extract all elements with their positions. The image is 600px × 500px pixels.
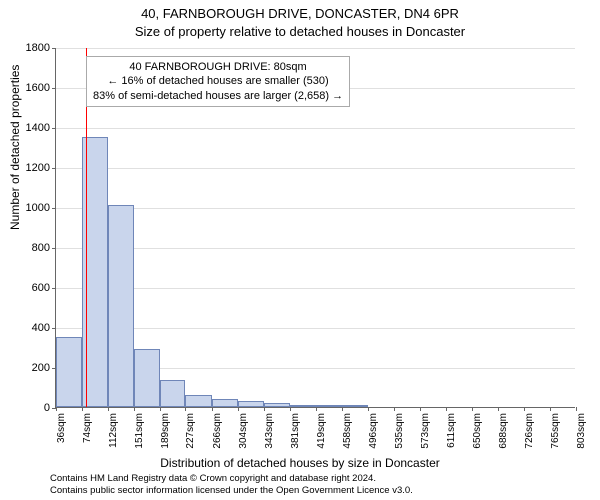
xtick-mark bbox=[472, 407, 473, 411]
ytick-label: 1200 bbox=[26, 162, 50, 174]
attribution-line2: Contains public sector information licen… bbox=[50, 485, 413, 496]
ytick-label: 0 bbox=[44, 402, 50, 414]
attribution: Contains HM Land Registry data © Crown c… bbox=[50, 473, 413, 496]
ytick-label: 1400 bbox=[26, 122, 50, 134]
histogram-bar bbox=[108, 205, 134, 407]
page-title: 40, FARNBOROUGH DRIVE, DONCASTER, DN4 6P… bbox=[0, 6, 600, 21]
xtick-label: 688sqm bbox=[498, 413, 509, 449]
ytick-label: 1000 bbox=[26, 202, 50, 214]
xtick-label: 151sqm bbox=[134, 413, 145, 449]
histogram-bar bbox=[238, 401, 264, 407]
histogram-bar bbox=[185, 395, 211, 407]
histogram-bar bbox=[290, 405, 316, 407]
annotation-line: ← 16% of detached houses are smaller (53… bbox=[93, 74, 343, 88]
gridline bbox=[56, 128, 575, 129]
xtick-label: 611sqm bbox=[446, 413, 457, 448]
ytick-label: 200 bbox=[32, 362, 50, 374]
attribution-line1: Contains HM Land Registry data © Crown c… bbox=[50, 473, 413, 484]
xtick-label: 36sqm bbox=[56, 413, 67, 443]
ytick-label: 400 bbox=[32, 322, 50, 334]
ytick-mark bbox=[52, 328, 56, 329]
xtick-label: 535sqm bbox=[394, 413, 405, 449]
xtick-label: 419sqm bbox=[316, 413, 327, 449]
ytick-mark bbox=[52, 48, 56, 49]
xtick-mark bbox=[56, 407, 57, 411]
xtick-mark bbox=[576, 407, 577, 411]
xtick-mark bbox=[290, 407, 291, 411]
xtick-label: 650sqm bbox=[472, 413, 483, 449]
xtick-mark bbox=[316, 407, 317, 411]
ytick-mark bbox=[52, 288, 56, 289]
histogram-bar bbox=[342, 405, 368, 407]
ytick-label: 800 bbox=[32, 242, 50, 254]
xtick-label: 496sqm bbox=[368, 413, 379, 449]
xtick-label: 458sqm bbox=[342, 413, 353, 449]
xtick-label: 304sqm bbox=[238, 413, 249, 449]
xtick-label: 112sqm bbox=[108, 413, 119, 448]
xtick-mark bbox=[394, 407, 395, 411]
xtick-label: 189sqm bbox=[160, 413, 171, 449]
chart-subtitle: Size of property relative to detached ho… bbox=[0, 24, 600, 39]
xtick-mark bbox=[212, 407, 213, 411]
gridline bbox=[56, 48, 575, 49]
histogram-bar bbox=[56, 337, 82, 407]
y-axis-label: Number of detached properties bbox=[8, 65, 22, 230]
xtick-label: 803sqm bbox=[576, 413, 587, 449]
xtick-label: 74sqm bbox=[82, 413, 93, 443]
xtick-mark bbox=[82, 407, 83, 411]
histogram-bar bbox=[316, 405, 342, 407]
histogram-bar bbox=[264, 403, 290, 407]
annotation-line: 83% of semi-detached houses are larger (… bbox=[93, 89, 343, 103]
xtick-mark bbox=[160, 407, 161, 411]
ytick-mark bbox=[52, 248, 56, 249]
xtick-label: 343sqm bbox=[264, 413, 275, 449]
histogram-bar bbox=[134, 349, 160, 407]
xtick-mark bbox=[185, 407, 186, 411]
histogram-bar bbox=[160, 380, 186, 407]
xtick-label: 227sqm bbox=[185, 413, 196, 449]
chart-container: 40, FARNBOROUGH DRIVE, DONCASTER, DN4 6P… bbox=[0, 0, 600, 500]
xtick-label: 765sqm bbox=[550, 413, 561, 449]
ytick-mark bbox=[52, 208, 56, 209]
xtick-mark bbox=[446, 407, 447, 411]
x-axis-label: Distribution of detached houses by size … bbox=[0, 456, 600, 470]
xtick-mark bbox=[342, 407, 343, 411]
histogram-bar bbox=[212, 399, 238, 407]
xtick-mark bbox=[238, 407, 239, 411]
xtick-mark bbox=[134, 407, 135, 411]
ytick-mark bbox=[52, 88, 56, 89]
gridline bbox=[56, 168, 575, 169]
xtick-label: 726sqm bbox=[524, 413, 535, 449]
ytick-mark bbox=[52, 128, 56, 129]
xtick-mark bbox=[524, 407, 525, 411]
xtick-mark bbox=[420, 407, 421, 411]
ytick-label: 600 bbox=[32, 282, 50, 294]
annotation-line: 40 FARNBOROUGH DRIVE: 80sqm bbox=[93, 60, 343, 74]
xtick-mark bbox=[550, 407, 551, 411]
ytick-label: 1600 bbox=[26, 82, 50, 94]
xtick-label: 573sqm bbox=[420, 413, 431, 449]
xtick-mark bbox=[108, 407, 109, 411]
xtick-label: 266sqm bbox=[212, 413, 223, 449]
xtick-label: 381sqm bbox=[290, 413, 301, 449]
plot-area: 02004006008001000120014001600180036sqm74… bbox=[55, 48, 575, 408]
xtick-mark bbox=[368, 407, 369, 411]
xtick-mark bbox=[264, 407, 265, 411]
xtick-mark bbox=[498, 407, 499, 411]
ytick-label: 1800 bbox=[26, 42, 50, 54]
ytick-mark bbox=[52, 168, 56, 169]
annotation-box: 40 FARNBOROUGH DRIVE: 80sqm← 16% of deta… bbox=[86, 56, 350, 107]
